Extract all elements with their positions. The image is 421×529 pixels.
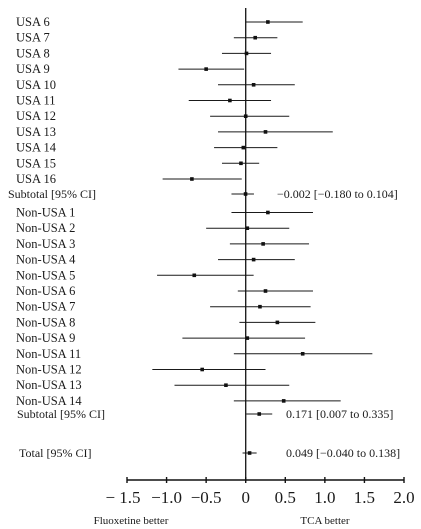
total-label: Total [95% CI] xyxy=(19,446,91,460)
study-row-point xyxy=(244,51,249,56)
study-label: USA 11 xyxy=(16,94,55,108)
study-label: USA 7 xyxy=(16,31,50,45)
study-label: USA 15 xyxy=(16,156,56,170)
right-caption: TCA better xyxy=(300,515,350,527)
study-label: Non-USA 9 xyxy=(16,331,75,345)
subtotal-label: Subtotal [95% CI] xyxy=(8,187,96,201)
study-row-point xyxy=(263,289,268,293)
study-label: USA 14 xyxy=(16,141,57,155)
study-label: Non-USA 6 xyxy=(16,284,75,298)
study-label: Non-USA 8 xyxy=(16,315,75,329)
study-label: USA 9 xyxy=(16,62,50,76)
study-label: Non-USA 7 xyxy=(16,300,75,314)
study-row-point xyxy=(224,383,228,387)
study-label: Non-USA 3 xyxy=(16,237,75,251)
study-label: Non-USA 12 xyxy=(16,363,82,377)
x-tick-label: 0.5 xyxy=(275,488,296,507)
study-row-point xyxy=(228,98,232,103)
study-label: USA 12 xyxy=(16,109,56,123)
study-row-point xyxy=(241,145,246,150)
study-label: Non-USA 2 xyxy=(16,221,75,235)
total-value: 0.049 [−0.040 to 0.138] xyxy=(286,446,400,460)
x-tick-label: 1.0 xyxy=(314,488,335,507)
study-label: USA 10 xyxy=(16,78,56,92)
study-row-point xyxy=(239,161,243,166)
study-row-point xyxy=(263,130,268,134)
study-label: USA 8 xyxy=(16,46,50,60)
study-row-point xyxy=(266,210,270,215)
study-row-point xyxy=(281,399,286,403)
subtotal-label: Subtotal [95% CI] xyxy=(17,407,105,421)
study-label: USA 16 xyxy=(16,172,56,186)
study-row-point xyxy=(300,352,305,356)
study-row-point xyxy=(245,336,250,340)
total-row-point xyxy=(247,451,252,455)
x-tick-label: 1.5 xyxy=(354,488,375,507)
study-label: Non-USA 5 xyxy=(16,268,75,282)
study-label: Non-USA 13 xyxy=(16,378,82,392)
study-row-point xyxy=(266,20,270,24)
study-label: USA 6 xyxy=(16,15,50,29)
subtotal-value: 0.171 [0.007 to 0.335] xyxy=(286,407,393,421)
study-label: Non-USA 4 xyxy=(16,253,76,267)
study-label: Non-USA 1 xyxy=(16,206,75,220)
x-tick-label: 2.0 xyxy=(393,488,414,507)
study-row-point xyxy=(261,242,265,246)
subtotal-row-point xyxy=(257,412,262,416)
study-row-point xyxy=(253,35,258,40)
study-row-point xyxy=(200,367,204,372)
study-row-point xyxy=(251,257,256,262)
study-row-point xyxy=(204,67,208,71)
study-label: Non-USA 11 xyxy=(16,347,81,361)
study-row-point xyxy=(258,304,262,309)
study-label: USA 13 xyxy=(16,125,56,139)
subtotal-value: −0.002 [−0.180 to 0.104] xyxy=(277,187,398,201)
study-label: Non-USA 14 xyxy=(16,394,82,408)
x-tick-label: 0 xyxy=(241,488,250,507)
study-row-point xyxy=(192,273,197,278)
x-tick-label: −1.0 xyxy=(151,488,182,507)
x-tick-label: − 1.5 xyxy=(105,488,140,507)
left-caption: Fluoxetine better xyxy=(94,515,169,527)
study-row-point xyxy=(245,226,250,230)
x-tick-label: −0.5 xyxy=(191,488,222,507)
study-row-point xyxy=(275,320,280,325)
study-row-point xyxy=(251,83,256,87)
study-row-point xyxy=(190,177,194,181)
